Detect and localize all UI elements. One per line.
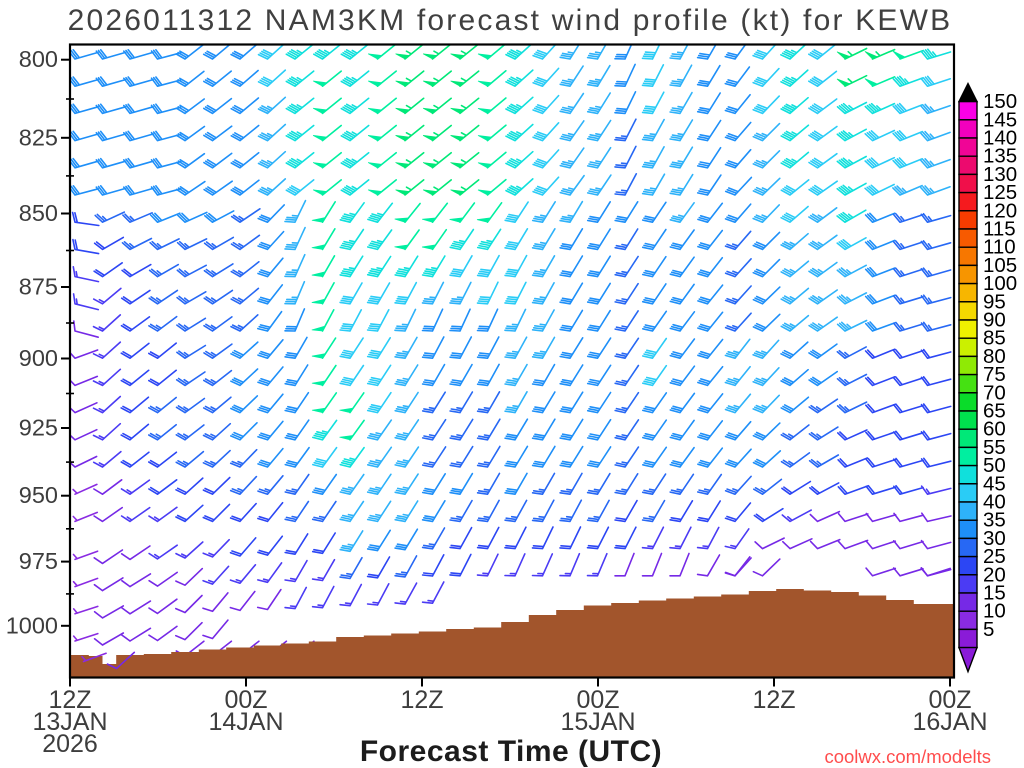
svg-text:85: 85 [983, 327, 1006, 350]
svg-text:12Z: 12Z [48, 686, 91, 714]
svg-text:50: 50 [983, 454, 1006, 477]
svg-text:12Z: 12Z [752, 686, 795, 714]
svg-text:80: 80 [983, 345, 1006, 368]
svg-text:40: 40 [983, 491, 1006, 514]
svg-text:5: 5 [983, 618, 994, 641]
svg-text:2026: 2026 [42, 730, 98, 758]
svg-text:150: 150 [983, 90, 1017, 113]
svg-text:900: 900 [19, 345, 58, 371]
svg-text:135: 135 [983, 145, 1017, 168]
svg-text:75: 75 [983, 363, 1006, 386]
svg-text:15JAN: 15JAN [560, 708, 635, 736]
svg-text:825: 825 [19, 124, 58, 150]
svg-text:00Z: 00Z [576, 686, 619, 714]
svg-text:125: 125 [983, 181, 1017, 204]
svg-text:12Z: 12Z [400, 686, 443, 714]
svg-text:90: 90 [983, 309, 1006, 332]
svg-text:120: 120 [983, 199, 1017, 222]
svg-text:105: 105 [983, 254, 1017, 277]
svg-text:65: 65 [983, 400, 1006, 423]
svg-text:25: 25 [983, 545, 1006, 568]
svg-text:20: 20 [983, 563, 1006, 586]
svg-text:2026011312 NAM3KM forecast win: 2026011312 NAM3KM forecast wind profile … [68, 4, 953, 37]
svg-text:145: 145 [983, 108, 1017, 131]
svg-text:140: 140 [983, 127, 1017, 150]
svg-text:16JAN: 16JAN [912, 708, 987, 736]
svg-text:800: 800 [19, 46, 58, 72]
svg-text:100: 100 [983, 272, 1017, 295]
svg-text:13JAN: 13JAN [32, 708, 107, 736]
svg-text:975: 975 [19, 548, 58, 574]
svg-text:coolwx.com/modelts: coolwx.com/modelts [824, 746, 991, 767]
svg-text:95: 95 [983, 290, 1006, 313]
svg-text:875: 875 [19, 274, 58, 300]
svg-text:950: 950 [19, 482, 58, 508]
svg-text:55: 55 [983, 436, 1006, 459]
svg-text:130: 130 [983, 163, 1017, 186]
svg-text:1000: 1000 [6, 612, 58, 638]
svg-text:70: 70 [983, 381, 1006, 404]
svg-text:925: 925 [19, 415, 58, 441]
svg-text:115: 115 [983, 218, 1016, 241]
svg-text:15: 15 [983, 582, 1006, 605]
svg-text:14JAN: 14JAN [208, 708, 283, 736]
svg-text:110: 110 [983, 236, 1016, 259]
svg-text:45: 45 [983, 472, 1006, 495]
svg-text:00Z: 00Z [224, 686, 267, 714]
svg-text:00Z: 00Z [928, 686, 971, 714]
svg-text:35: 35 [983, 509, 1006, 532]
svg-text:10: 10 [983, 600, 1006, 623]
svg-text:30: 30 [983, 527, 1006, 550]
svg-text:850: 850 [19, 200, 58, 226]
svg-text:60: 60 [983, 418, 1006, 441]
svg-text:Forecast Time (UTC): Forecast Time (UTC) [360, 735, 662, 768]
